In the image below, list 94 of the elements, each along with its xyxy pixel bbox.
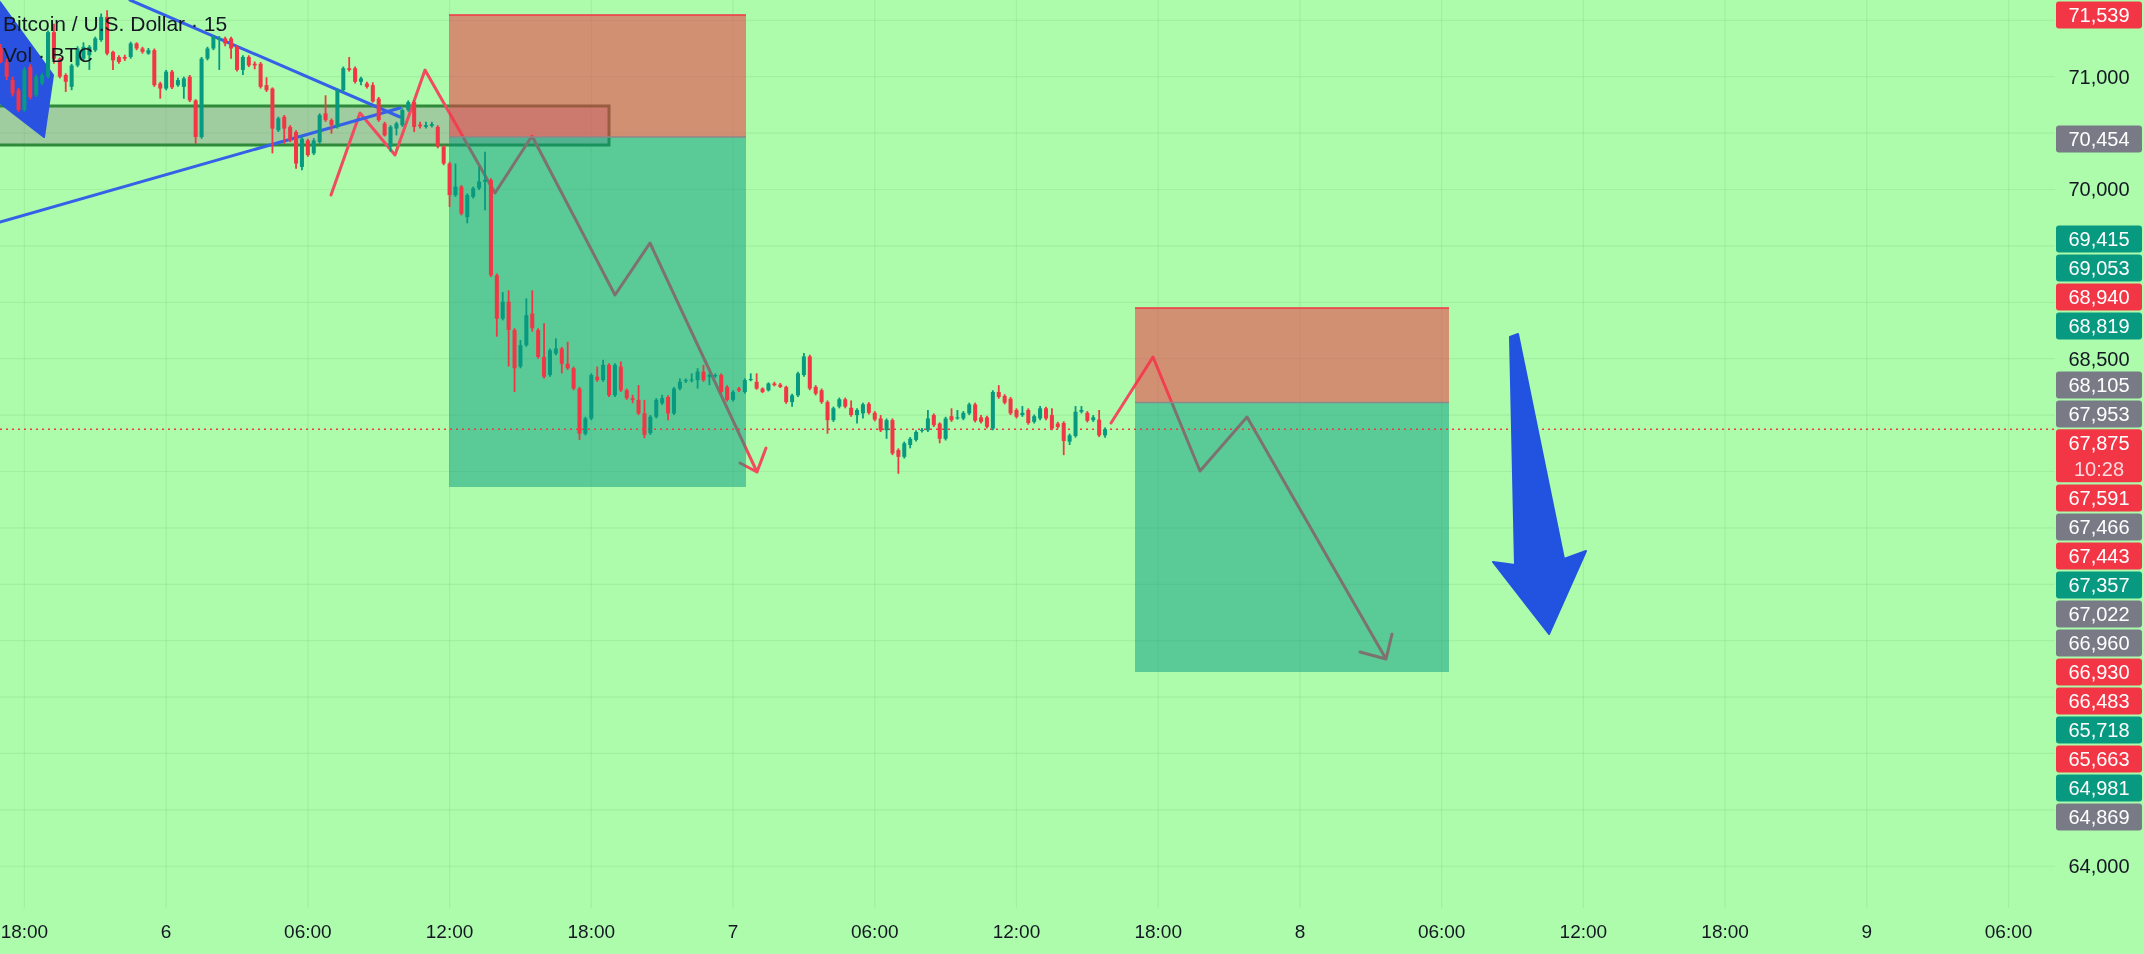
text: 67,443: [2068, 545, 2130, 567]
candlestick: [181, 75, 186, 100]
candlestick: [164, 69, 169, 92]
candlestick: [583, 415, 588, 437]
candlestick: [34, 73, 39, 98]
x-tick-label: 9: [1861, 921, 1873, 942]
x-tick-label: 06:00: [850, 921, 899, 942]
x-tick-label: 18:00: [0, 921, 49, 942]
candlestick: [642, 398, 647, 440]
text: 67,591: [2068, 487, 2130, 509]
candlestick: [110, 49, 115, 71]
candlestick: [795, 370, 800, 398]
text: 69,415: [2068, 228, 2130, 250]
candlestick: [500, 291, 505, 322]
candlestick: [618, 360, 623, 393]
candlestick: [258, 61, 263, 90]
x-tick-label: 8: [1294, 921, 1306, 942]
x-tick-label: 18:00: [1701, 921, 1749, 942]
text: 71,539: [2068, 4, 2130, 26]
candlestick: [601, 358, 606, 383]
candlestick: [973, 401, 978, 424]
candlestick: [282, 114, 287, 145]
candlestick: [648, 414, 653, 436]
candlestick: [435, 124, 440, 150]
ref-line-label: 67,875: [2068, 431, 2130, 454]
candlestick: [0, 43, 3, 65]
text: 64,981: [2068, 777, 2130, 799]
candlestick: [229, 35, 234, 60]
x-tick-label: 06:00: [1417, 921, 1466, 942]
candlestick: [217, 35, 222, 71]
candlestick: [654, 397, 659, 420]
text: 65,663: [2068, 748, 2130, 770]
candlestick: [187, 74, 192, 103]
candlestick: [666, 394, 671, 422]
candlestick: [170, 69, 175, 91]
candlestick: [341, 65, 346, 93]
candlestick: [695, 367, 700, 390]
text: 10:28: [2073, 457, 2125, 480]
candlestick: [441, 144, 446, 167]
x-tick-label: 12:00: [425, 921, 474, 942]
candlestick: [943, 415, 948, 442]
candlestick: [483, 150, 488, 212]
text: 69,053: [2068, 257, 2130, 279]
candlestick: [884, 417, 889, 440]
text: 68,819: [2068, 315, 2130, 337]
x-tick-label: 18:00: [1134, 921, 1182, 942]
y-tick-label: 68,500: [2068, 347, 2130, 370]
candlestick: [719, 372, 724, 395]
candlestick: [234, 44, 239, 73]
candlestick: [571, 365, 576, 392]
candlestick: [370, 81, 375, 104]
candlestick: [453, 162, 458, 198]
text: 68,105: [2068, 374, 2130, 396]
x-tick-label: 12:00: [992, 921, 1041, 942]
candlestick: [801, 352, 806, 378]
candlestick: [636, 384, 641, 416]
candlestick: [925, 409, 930, 433]
candlestick: [323, 94, 328, 123]
candlestick: [530, 289, 535, 333]
candlestick: [784, 384, 789, 405]
text: 67,022: [2068, 603, 2130, 625]
y-tick-label: 70,000: [2068, 178, 2130, 201]
text: 68,940: [2068, 286, 2130, 308]
text: 65,718: [2068, 719, 2130, 741]
candlestick: [518, 339, 523, 370]
candlestick: [400, 107, 405, 128]
x-tick-label: 18:00: [567, 921, 616, 942]
x-tick-label: 06:00: [284, 921, 332, 942]
candlestick: [63, 72, 68, 93]
x-tick-label: 12:00: [1559, 921, 1608, 942]
text: 67,466: [2068, 516, 2130, 538]
text: 66,483: [2068, 690, 2130, 712]
text: 67,357: [2068, 574, 2130, 596]
candlestick: [305, 137, 310, 158]
candlestick: [559, 345, 564, 375]
text: 70,454: [2068, 128, 2130, 150]
candlestick: [240, 54, 245, 76]
x-tick-label: 7: [727, 921, 739, 942]
x-tick-label: 06:00: [1984, 921, 2033, 942]
text: 64,869: [2068, 806, 2130, 828]
x-tick-label: 6: [160, 921, 172, 942]
y-tick-label: 64,000: [2068, 855, 2130, 878]
candlestick: [1061, 420, 1066, 457]
candlestick: [376, 96, 381, 123]
text: 67,953: [2068, 403, 2130, 425]
candlestick: [465, 192, 470, 225]
candlestick: [896, 447, 901, 475]
candlestick: [347, 56, 352, 73]
candlestick: [1097, 409, 1102, 438]
text: 66,960: [2068, 632, 2130, 654]
candlestick: [69, 62, 74, 92]
y-tick-label: 71,000: [2068, 65, 2130, 88]
candlestick: [542, 322, 547, 380]
text: 66,930: [2068, 661, 2130, 683]
